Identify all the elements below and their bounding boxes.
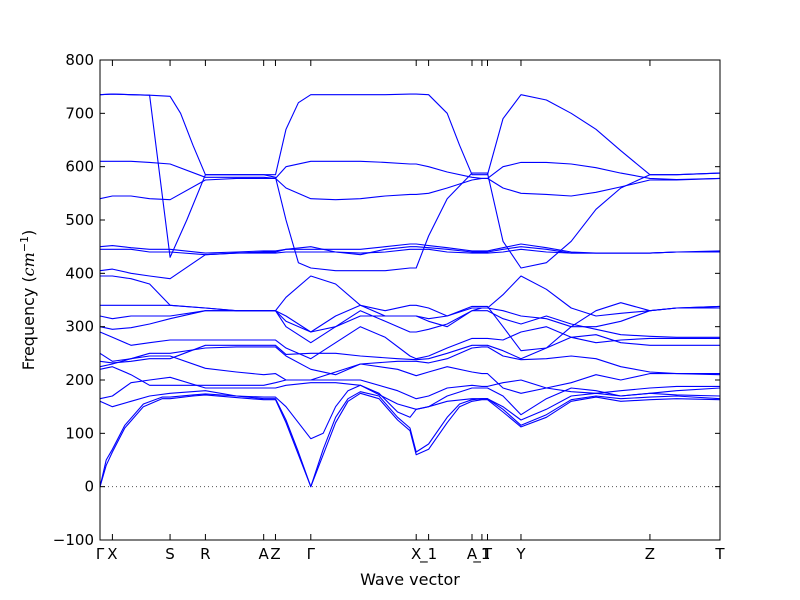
phonon-branch-13 (100, 275, 721, 328)
y-tick-label: 100 (65, 424, 94, 442)
y-axis-label-unit: cm (19, 252, 38, 276)
x-axis-label: Wave vector (360, 570, 460, 589)
phonon-branch-20 (99, 93, 721, 272)
phonon-branch-19 (99, 93, 721, 176)
x-tick-label: Γ (307, 545, 316, 563)
y-tick-label: 500 (65, 211, 94, 229)
phonon-branch-8 (99, 334, 720, 364)
y-axis-label-prefix: Frequency ( (19, 276, 38, 370)
y-tick-label: 400 (65, 264, 94, 282)
x-tick-label: T (482, 545, 493, 563)
phonon-branch-1 (99, 392, 721, 488)
y-tick-label: 600 (65, 158, 94, 176)
x-tick-label: T (714, 545, 725, 563)
x-tick-label: Γ (96, 545, 105, 563)
x-tick-label: A (467, 545, 478, 563)
plot-frame (99, 59, 721, 541)
phonon-branch-4 (99, 376, 721, 416)
phonon-branch-9 (99, 326, 720, 360)
phonon-branch-16 (99, 243, 721, 254)
y-axis-label-exponent: −1 (18, 236, 31, 252)
phonon-branch-6 (99, 355, 721, 394)
y-tick-label: 200 (65, 371, 94, 389)
x-tick-label: R (200, 545, 210, 563)
phonon-branch-5 (99, 366, 720, 400)
x-tick-label: S (165, 545, 175, 563)
x-tick-label: Y (515, 545, 526, 563)
x-tick-label: Z (270, 545, 280, 563)
y-axis-label: Frequency (cm−1) (18, 230, 39, 371)
y-tick-label: −100 (53, 531, 94, 549)
phonon-branch-3 (99, 384, 721, 440)
phonon-branch-17 (99, 177, 721, 201)
y-tick-label: 0 (84, 478, 94, 496)
phonon-branch-15 (100, 246, 720, 256)
x-tick-label: A (259, 545, 270, 563)
x-tick-label: Z (645, 545, 655, 563)
phonon-branch-2 (99, 391, 721, 488)
x-tick-label: X (107, 545, 117, 563)
x-tick-label: X (411, 545, 421, 563)
y-axis-label-suffix: ) (19, 230, 38, 236)
y-tick-label: 800 (65, 51, 94, 69)
y-tick-label: 700 (65, 104, 94, 122)
phonon-branch-18 (100, 160, 721, 181)
x-tick-label: _1 (419, 545, 437, 564)
y-tick-label: 300 (65, 318, 94, 336)
series-layer (99, 93, 721, 488)
x-tick-label: _1 (472, 545, 490, 564)
